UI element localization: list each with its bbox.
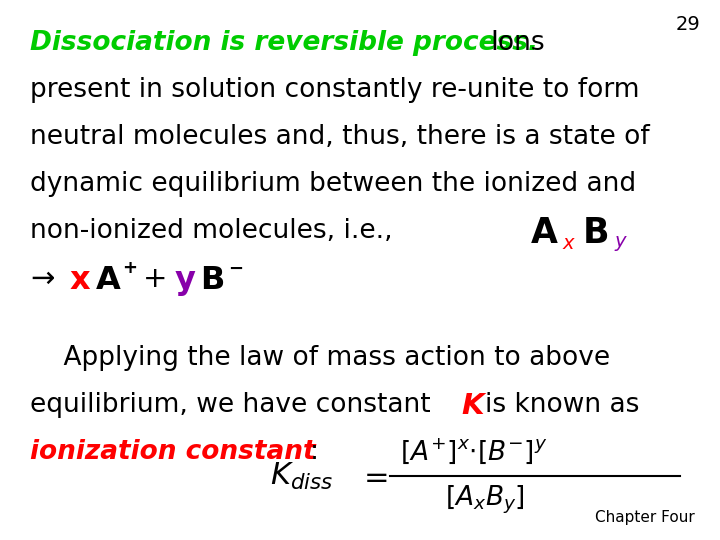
Text: is known as: is known as [485, 392, 639, 418]
Text: y: y [175, 265, 196, 296]
Text: $\mathbf{B}$: $\mathbf{B}$ [582, 216, 608, 250]
Text: +: + [143, 265, 168, 293]
Text: $=$: $=$ [358, 462, 388, 491]
Text: Ions: Ions [490, 30, 544, 56]
Text: $\mathbf{+}$: $\mathbf{+}$ [122, 259, 137, 277]
Text: $[A^{+}]^{x}{\cdot}[B^{-}]^{y}$: $[A^{+}]^{x}{\cdot}[B^{-}]^{y}$ [400, 437, 547, 466]
Text: ionization constant: ionization constant [30, 439, 315, 465]
Text: $\mathbf{A}$: $\mathbf{A}$ [95, 265, 122, 296]
Text: $\mathbf{-}$: $\mathbf{-}$ [228, 259, 243, 277]
Text: present in solution constantly re-unite to form: present in solution constantly re-unite … [30, 77, 639, 103]
Text: equilibrium, we have constant: equilibrium, we have constant [30, 392, 431, 418]
Text: $\bfit{K}$: $\bfit{K}$ [461, 392, 487, 420]
Text: 29: 29 [675, 15, 700, 34]
Text: non-ionized molecules, i.e.,: non-ionized molecules, i.e., [30, 218, 392, 244]
Text: $\mathit{x}$: $\mathit{x}$ [562, 234, 576, 253]
Text: dynamic equilibrium between the ionized and: dynamic equilibrium between the ionized … [30, 171, 636, 197]
Text: Applying the law of mass action to above: Applying the law of mass action to above [30, 345, 610, 371]
Text: :: : [310, 439, 319, 465]
Text: x: x [70, 265, 91, 296]
Text: Dissociation is reversible process.: Dissociation is reversible process. [30, 30, 538, 56]
Text: neutral molecules and, thus, there is a state of: neutral molecules and, thus, there is a … [30, 124, 649, 150]
Text: $\mathbf{A}$: $\mathbf{A}$ [530, 216, 559, 250]
Text: →: → [30, 265, 55, 293]
Text: Chapter Four: Chapter Four [595, 510, 695, 525]
Text: $\mathbf{B}$: $\mathbf{B}$ [200, 265, 224, 296]
Text: $\mathit{y}$: $\mathit{y}$ [614, 234, 629, 253]
Text: $[A_{x}B_{y}]$: $[A_{x}B_{y}]$ [445, 484, 525, 516]
Text: $K_{diss}$: $K_{diss}$ [270, 461, 333, 492]
